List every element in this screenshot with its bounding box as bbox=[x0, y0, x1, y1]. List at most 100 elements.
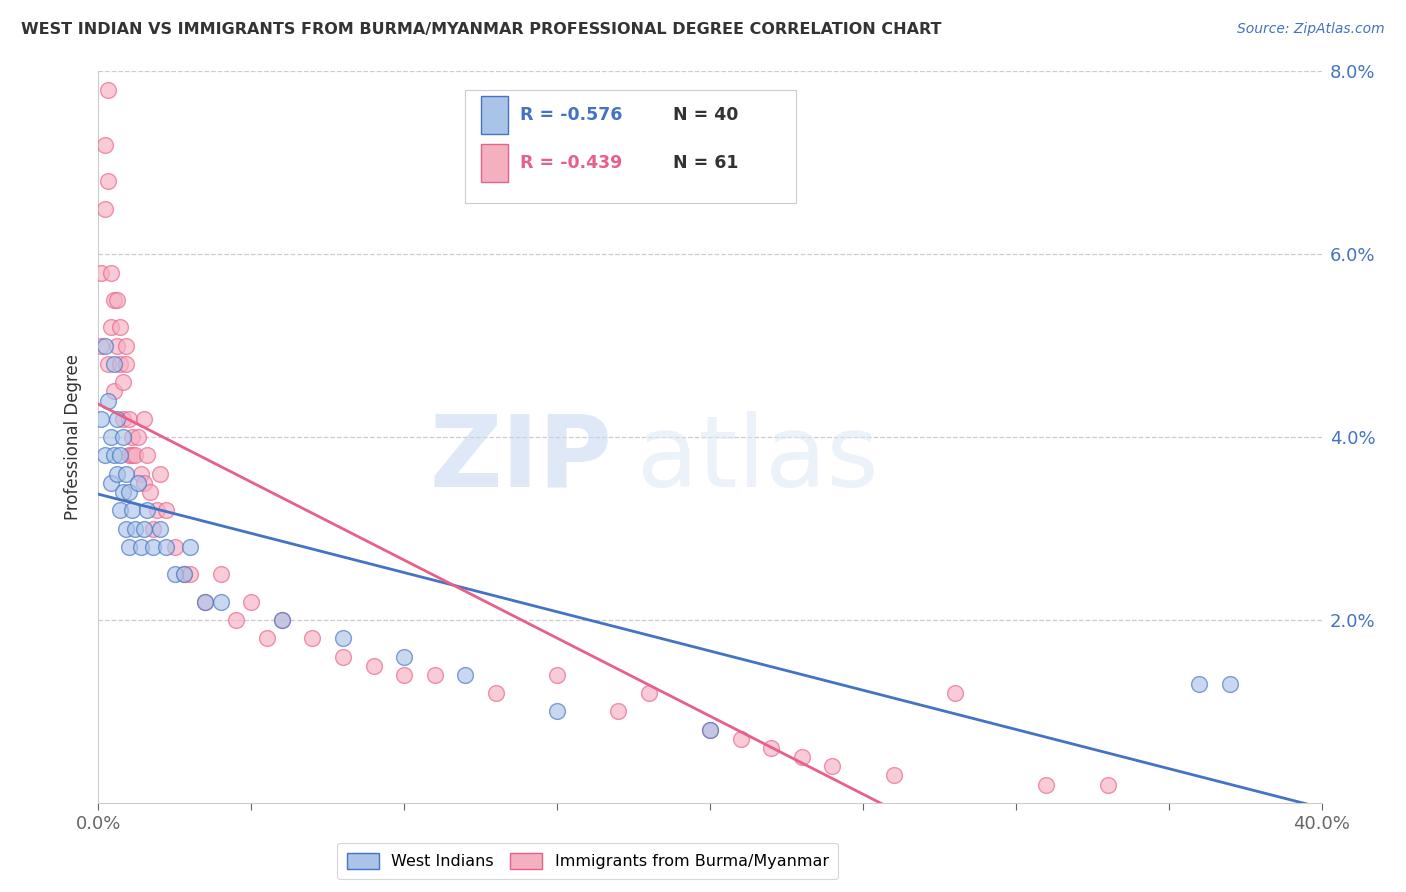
Point bbox=[699, 723, 721, 737]
Point bbox=[485, 686, 508, 700]
Point bbox=[108, 449, 131, 463]
Point bbox=[103, 357, 125, 371]
Point bbox=[149, 467, 172, 481]
Text: ZIP: ZIP bbox=[429, 410, 612, 508]
Point bbox=[103, 384, 125, 399]
Point bbox=[111, 485, 134, 500]
Point bbox=[115, 338, 138, 352]
Point bbox=[134, 475, 156, 490]
Point bbox=[730, 731, 752, 746]
Point bbox=[270, 613, 292, 627]
Point bbox=[127, 475, 149, 490]
Point bbox=[240, 594, 263, 608]
Point bbox=[392, 649, 416, 664]
Point bbox=[363, 658, 385, 673]
Point bbox=[194, 594, 217, 608]
Point bbox=[145, 503, 167, 517]
Point bbox=[129, 540, 152, 554]
Point bbox=[454, 667, 477, 681]
Text: WEST INDIAN VS IMMIGRANTS FROM BURMA/MYANMAR PROFESSIONAL DEGREE CORRELATION CHA: WEST INDIAN VS IMMIGRANTS FROM BURMA/MYA… bbox=[21, 22, 942, 37]
Point bbox=[100, 266, 122, 280]
Point bbox=[134, 521, 156, 535]
Point bbox=[103, 293, 125, 307]
Point bbox=[163, 540, 186, 554]
Point bbox=[127, 430, 149, 444]
Point bbox=[121, 430, 143, 444]
Point bbox=[90, 266, 112, 280]
Point bbox=[301, 632, 323, 646]
Point bbox=[108, 320, 131, 334]
Point bbox=[118, 485, 141, 500]
Point bbox=[163, 567, 186, 582]
Point bbox=[332, 632, 354, 646]
Point bbox=[1188, 677, 1211, 691]
Bar bbox=[481, 96, 508, 135]
Point bbox=[124, 521, 146, 535]
Point bbox=[115, 357, 138, 371]
Point bbox=[699, 723, 721, 737]
Point bbox=[108, 357, 131, 371]
Point bbox=[155, 503, 177, 517]
Text: R = -0.576: R = -0.576 bbox=[520, 106, 623, 124]
Point bbox=[111, 376, 134, 390]
Y-axis label: Professional Degree: Professional Degree bbox=[65, 354, 83, 520]
Point bbox=[124, 449, 146, 463]
Point bbox=[209, 594, 232, 608]
Point bbox=[103, 449, 125, 463]
Point bbox=[105, 412, 128, 426]
Point bbox=[108, 503, 131, 517]
Point bbox=[332, 649, 354, 664]
Point bbox=[136, 503, 159, 517]
Point bbox=[142, 521, 165, 535]
Point bbox=[93, 449, 115, 463]
Point bbox=[105, 467, 128, 481]
Point bbox=[883, 768, 905, 782]
Point bbox=[111, 412, 134, 426]
FancyBboxPatch shape bbox=[465, 90, 796, 203]
Point bbox=[97, 174, 120, 188]
Text: R = -0.439: R = -0.439 bbox=[520, 153, 623, 172]
Point bbox=[270, 613, 292, 627]
Text: atlas: atlas bbox=[637, 410, 879, 508]
Point bbox=[100, 475, 122, 490]
Point bbox=[121, 503, 143, 517]
Point bbox=[392, 667, 416, 681]
Point bbox=[105, 338, 128, 352]
Point bbox=[118, 540, 141, 554]
Point bbox=[423, 667, 446, 681]
Point bbox=[759, 740, 782, 755]
Point bbox=[142, 540, 165, 554]
Point bbox=[100, 320, 122, 334]
Point bbox=[93, 137, 115, 152]
Point bbox=[97, 82, 120, 96]
Point bbox=[1219, 677, 1241, 691]
Text: N = 40: N = 40 bbox=[673, 106, 738, 124]
Point bbox=[111, 430, 134, 444]
Point bbox=[1035, 777, 1057, 792]
Legend: West Indians, Immigrants from Burma/Myanmar: West Indians, Immigrants from Burma/Myan… bbox=[337, 843, 838, 879]
Point bbox=[155, 540, 177, 554]
Point bbox=[194, 594, 217, 608]
Point bbox=[1097, 777, 1119, 792]
Point bbox=[115, 467, 138, 481]
Point bbox=[93, 202, 115, 216]
Point bbox=[93, 338, 115, 352]
Point bbox=[149, 521, 172, 535]
Point bbox=[97, 393, 120, 408]
Point bbox=[943, 686, 966, 700]
Point bbox=[121, 449, 143, 463]
Point bbox=[173, 567, 195, 582]
Point bbox=[256, 632, 278, 646]
Point bbox=[118, 449, 141, 463]
Point bbox=[607, 705, 630, 719]
Point bbox=[97, 357, 120, 371]
Point bbox=[173, 567, 195, 582]
Point bbox=[225, 613, 247, 627]
Point bbox=[790, 750, 813, 764]
Point bbox=[118, 412, 141, 426]
Point bbox=[179, 567, 201, 582]
Point bbox=[129, 467, 152, 481]
Point bbox=[821, 759, 844, 773]
Bar bbox=[481, 144, 508, 182]
Point bbox=[90, 338, 112, 352]
